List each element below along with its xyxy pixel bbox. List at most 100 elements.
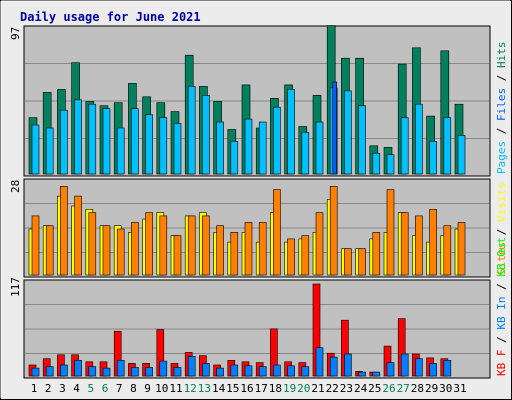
bar-sites-day-20 [301, 235, 310, 276]
x-tick-label: 6 [102, 382, 109, 395]
bar-sites-day-9 [145, 212, 153, 276]
bar-sites-day-2 [45, 225, 54, 276]
bar-kb-in-day-9 [145, 367, 153, 377]
bar-sites-day-25 [372, 232, 381, 276]
bar-files-day-11 [173, 123, 182, 175]
bar-kb-in-day-17 [258, 366, 267, 377]
bar-sites-day-6 [102, 225, 111, 276]
bar-files-day-13 [202, 95, 210, 175]
bar-sites-day-24 [358, 248, 366, 276]
bar-files-day-18 [273, 106, 281, 175]
x-tick-label: 24 [354, 382, 368, 395]
bar-kb-in-day-15 [230, 364, 239, 377]
bar-files-day-30 [443, 117, 452, 175]
bar-kb-in-day-7 [116, 359, 125, 377]
bar-files-day-27 [400, 117, 409, 175]
bar-kb-in-day-24 [358, 371, 366, 377]
legend-item-pages: Pages [495, 141, 508, 174]
x-tick-label: 21 [311, 382, 324, 395]
x-tick-label: 17 [255, 382, 268, 395]
bar-files-day-8 [131, 108, 139, 175]
bar-kb-in-day-30 [443, 359, 452, 377]
legend-item-hits: Hits [495, 42, 508, 69]
x-tick-label: 26 [382, 382, 395, 395]
x-tick-label: 12 [184, 382, 197, 395]
x-tick-label: 16 [240, 382, 253, 395]
bar-sites-day-5 [88, 212, 97, 276]
x-tick-label: 3 [59, 382, 66, 395]
legend-item-kb-in: KB In [495, 297, 508, 330]
bar-kb-in-day-3 [60, 364, 68, 377]
chart-title: Daily usage for June 2021 [20, 10, 201, 24]
x-tick-label: 13 [198, 382, 211, 395]
x-tick-label: 11 [169, 382, 182, 395]
bar-kb-in-day-22 [329, 356, 338, 377]
bar-sites-day-31 [457, 222, 466, 276]
bar-kb-in-day-14 [216, 367, 224, 377]
bar-sites-day-8 [131, 222, 139, 276]
bar-kb-in-day-18 [273, 364, 281, 377]
bar-sites-day-22 [329, 186, 338, 276]
bar-kb-in-day-5 [88, 366, 97, 377]
x-tick-label: 28 [411, 382, 424, 395]
bar-kb-in-day-13 [202, 363, 210, 377]
bar-files-day-4 [74, 99, 82, 175]
x-tick-label: 22 [326, 382, 339, 395]
x-tick-label: 15 [226, 382, 239, 395]
bar-kb-in-day-28 [415, 358, 423, 377]
bar-sites-day-16 [244, 222, 253, 276]
bar-sites-day-14 [216, 225, 224, 276]
x-tick-label: 2 [45, 382, 52, 395]
bar-sites-day-11 [173, 235, 182, 276]
bar-sites-day-12 [187, 215, 196, 276]
bar-files-day-28 [415, 103, 423, 175]
bar-files-day-16 [244, 118, 253, 175]
bar-files-day-29 [429, 141, 437, 175]
legend-item-visits: Visits [495, 182, 508, 222]
bar-kb-in-day-23 [344, 353, 352, 377]
x-tick-label: 20 [297, 382, 310, 395]
bar-kb-in-day-16 [244, 365, 253, 377]
x-tick-label: 9 [144, 382, 151, 395]
bar-kb-in-day-10 [159, 360, 168, 377]
bar-files-day-12 [187, 86, 196, 175]
x-tick-label: 8 [130, 382, 137, 395]
y-max-label-kbytes: 117 [9, 277, 22, 297]
bar-sites-day-17 [258, 222, 267, 276]
x-tick-label: 14 [212, 382, 226, 395]
bar-files-day-21 [315, 121, 324, 175]
x-tick-label: 27 [397, 382, 410, 395]
x-tick-label: 19 [283, 382, 296, 395]
legend-hits-files-pages: Pages / Files / Hits [495, 42, 508, 175]
bar-files-day-2 [45, 127, 54, 175]
bar-sites-day-10 [159, 215, 168, 276]
bar-files-day-6 [102, 108, 111, 175]
bar-kb-in-day-6 [102, 367, 111, 377]
x-tick-label: 29 [425, 382, 438, 395]
bar-sites-day-28 [415, 215, 423, 276]
bar-files-day-5 [88, 103, 97, 175]
bar-kb-in-day-27 [400, 353, 409, 377]
legend-separator: / [495, 330, 508, 350]
bar-files-day-24 [358, 105, 366, 175]
x-tick-label: 7 [116, 382, 123, 395]
bar-kb-in-day-12 [187, 355, 196, 377]
bar-kb-in-day-1 [31, 367, 40, 377]
panel-visits-sites: 28 Sites / Visits [9, 178, 508, 278]
bar-files-day-7 [116, 127, 125, 175]
legend-visits-sites: Sites / Visits [495, 182, 508, 275]
bar-sites-day-13 [202, 215, 210, 276]
bar-files-day-20 [301, 132, 310, 175]
bar-sites-day-15 [230, 232, 239, 276]
bar-files-day-10 [159, 117, 168, 175]
bar-sites-day-23 [344, 248, 352, 276]
panel-hits-files-pages: 97 Pages / Files / Hits [9, 25, 508, 177]
y-max-label-hits: 97 [9, 27, 22, 40]
bar-files-day-1 [31, 124, 40, 175]
bar-kb-in-day-2 [45, 366, 54, 377]
x-axis-day-labels: 1 2 3 4 5 6 7 8 9 10 11 12 13 14 15 16 17 18 19 20 21 22 23 24 2… [31, 382, 467, 395]
bar-sites-day-7 [116, 228, 125, 276]
legend-item-sites: Sites [495, 242, 508, 275]
bar-sites-day-29 [429, 209, 437, 276]
bar-kb-in-day-20 [301, 366, 310, 377]
